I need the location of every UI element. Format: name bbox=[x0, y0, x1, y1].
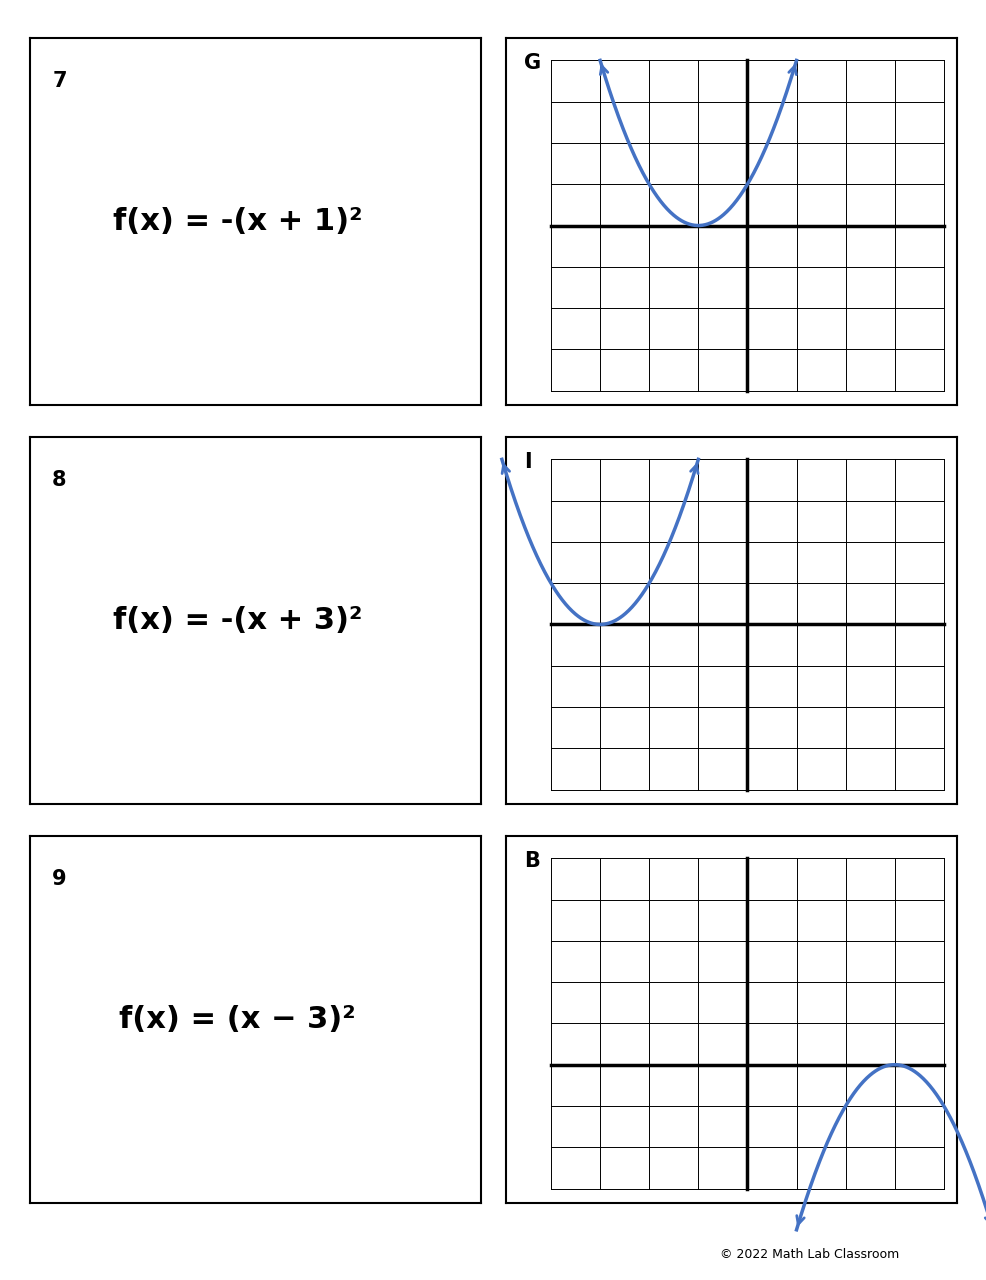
Text: f(x) = -(x + 1)²: f(x) = -(x + 1)² bbox=[112, 207, 362, 237]
Text: G: G bbox=[524, 52, 540, 73]
Text: 8: 8 bbox=[52, 470, 67, 490]
Text: 9: 9 bbox=[52, 869, 67, 890]
Text: f(x) = (x − 3)²: f(x) = (x − 3)² bbox=[119, 1005, 355, 1034]
Text: I: I bbox=[524, 452, 531, 472]
Text: B: B bbox=[524, 851, 539, 870]
Text: f(x) = -(x + 3)²: f(x) = -(x + 3)² bbox=[112, 607, 362, 635]
Text: © 2022 Math Lab Classroom: © 2022 Math Lab Classroom bbox=[719, 1248, 898, 1261]
Text: 7: 7 bbox=[52, 72, 67, 91]
